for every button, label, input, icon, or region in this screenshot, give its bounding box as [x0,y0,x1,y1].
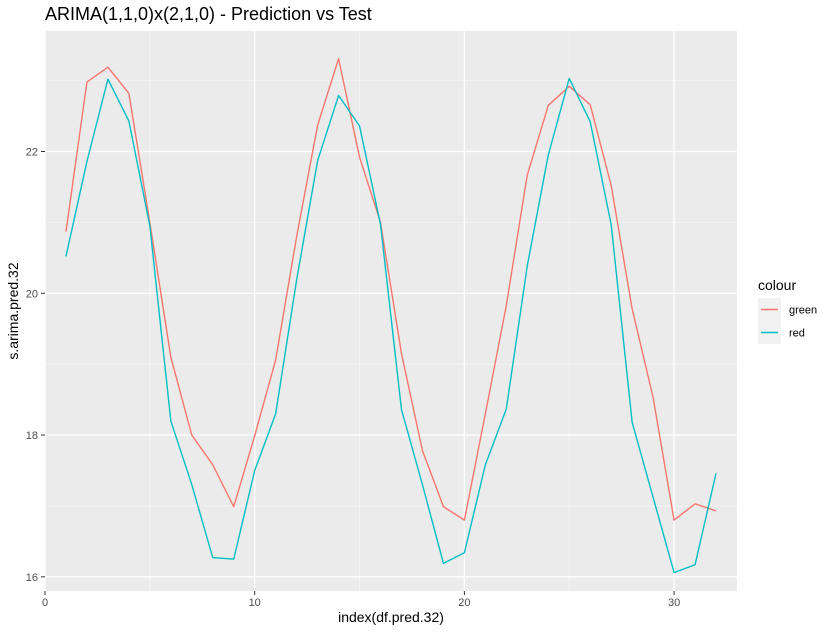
chart-title: ARIMA(1,1,0)x(2,1,0) - Prediction vs Tes… [45,4,372,24]
x-axis-title: index(df.pred.32) [338,609,444,625]
grid-minor [45,31,737,591]
x-tick-label: 20 [458,597,470,609]
y-tick-label: 16 [26,572,38,584]
legend-label-red: red [789,328,805,340]
y-axis-ticks: 16 18 20 22 [26,147,45,584]
x-tick-label: 10 [249,597,261,609]
series-line-red [65,77,717,574]
x-tick-label: 0 [42,597,48,609]
y-tick-label: 22 [26,147,38,159]
legend-title: colour [758,277,796,293]
series-layer [65,57,717,574]
legend-label-green: green [789,305,817,317]
x-axis-ticks: 0 10 20 30 [42,591,680,609]
y-tick-label: 20 [26,288,38,300]
y-tick-label: 18 [26,430,38,442]
series-line-green [65,57,717,521]
y-axis-title: s.arima.pred.32 [5,262,21,359]
grid-major [44,31,737,591]
x-tick-label: 30 [668,597,680,609]
legend-items: green red [758,298,817,344]
legend: colour green red [758,277,817,344]
